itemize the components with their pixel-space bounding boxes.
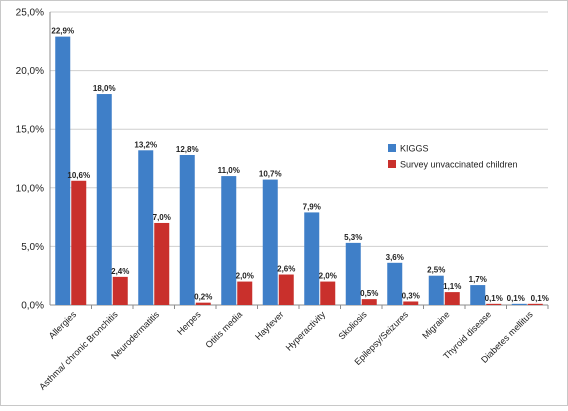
data-label: 7,0%: [153, 213, 171, 222]
y-tick-label: 20,0%: [16, 66, 44, 77]
bar-kiggs: [470, 285, 486, 305]
bar-kiggs: [262, 179, 278, 305]
bar-survey: [195, 302, 211, 305]
data-label: 2,4%: [111, 267, 129, 276]
bar-kiggs: [138, 150, 154, 305]
data-label: 10,7%: [259, 170, 282, 179]
legend-label: Survey unvaccinated children: [400, 160, 518, 170]
data-label: 0,5%: [360, 289, 378, 298]
bar-survey: [486, 303, 502, 305]
y-axis: 0,0% 5,0% 10,0% 15,0% 20,0% 25,0%: [16, 8, 51, 312]
bar-kiggs: [55, 36, 71, 305]
y-tick-label: 25,0%: [16, 8, 44, 19]
bar-survey: [112, 276, 128, 305]
data-label: 13,2%: [134, 140, 157, 149]
data-label: 5,3%: [344, 233, 362, 242]
legend-label: KIGGS: [400, 144, 429, 154]
data-label: 0,2%: [194, 293, 212, 302]
bar-survey: [403, 301, 419, 305]
data-label: 0,1%: [485, 294, 503, 303]
legend-swatch-survey: [388, 160, 396, 168]
data-label: 2,6%: [277, 265, 295, 274]
data-label: 3,6%: [386, 253, 404, 262]
data-label: 2,0%: [236, 272, 254, 281]
bar-kiggs: [345, 242, 361, 305]
data-label: 22,9%: [51, 27, 74, 36]
bar-survey: [237, 281, 253, 305]
data-label: 2,5%: [427, 266, 445, 275]
legend-swatch-kiggs: [388, 144, 396, 152]
bar-kiggs: [179, 154, 195, 305]
data-labels: 22,9% 10,6% 18,0% 2,4% 13,2% 7,0% 12,8% 0,2% 11,…: [51, 27, 548, 303]
bars: [55, 36, 543, 305]
bar-survey: [278, 274, 294, 305]
y-tick-label: 5,0%: [21, 242, 44, 253]
data-label: 0,1%: [507, 294, 525, 303]
data-label: 0,1%: [531, 294, 549, 303]
bar-kiggs: [511, 303, 527, 305]
data-label: 0,3%: [402, 291, 420, 300]
bar-survey: [71, 180, 87, 305]
data-label: 7,9%: [303, 202, 321, 211]
bar-survey: [527, 303, 543, 305]
y-tick-label: 15,0%: [16, 125, 44, 136]
bar-survey: [320, 281, 336, 305]
bar-kiggs: [387, 262, 403, 305]
data-label: 10,6%: [67, 171, 90, 180]
y-tick-label: 10,0%: [16, 183, 44, 194]
bar-kiggs: [428, 275, 444, 305]
y-tick-label: 0,0%: [21, 301, 44, 312]
data-label: 11,0%: [218, 166, 240, 175]
bar-kiggs: [96, 94, 112, 305]
bar-survey: [361, 299, 377, 305]
bar-survey: [444, 292, 460, 305]
data-label: 12,8%: [176, 145, 199, 154]
data-label: 18,0%: [93, 84, 116, 93]
data-label: 1,7%: [469, 275, 487, 284]
data-label: 2,0%: [319, 272, 337, 281]
bar-survey: [154, 222, 170, 305]
bar-kiggs: [304, 212, 320, 305]
bar-kiggs: [221, 176, 237, 305]
legend: KIGGS Survey unvaccinated children: [388, 144, 518, 170]
data-label: 1,1%: [443, 282, 461, 291]
